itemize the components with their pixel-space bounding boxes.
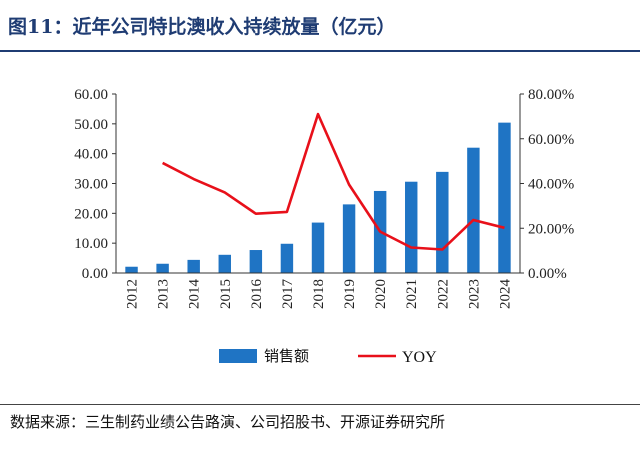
- title-underline: [0, 50, 640, 52]
- bar-2012: [125, 266, 138, 273]
- legend-line-label: YOY: [402, 349, 437, 366]
- legend: 销售额 YOY: [219, 348, 437, 366]
- bar-2021: [405, 181, 418, 273]
- left-tick-label: 60.00: [74, 87, 108, 103]
- right-tick-label: 20.00%: [528, 221, 574, 237]
- left-tick-label: 0.00: [82, 266, 108, 282]
- left-tick-label: 40.00: [74, 147, 108, 163]
- x-tick-label: 2022: [435, 279, 451, 309]
- x-tick-label: 2015: [218, 279, 234, 309]
- yoy-line: [162, 112, 505, 251]
- x-tick-label: 2024: [497, 279, 513, 310]
- bar-2015: [218, 254, 231, 273]
- x-tick-label: 2018: [311, 279, 327, 309]
- bar-2019: [342, 204, 356, 273]
- bar-2017: [280, 243, 294, 273]
- left-tick-label: 50.00: [74, 117, 108, 133]
- legend-bar-swatch: [219, 349, 257, 363]
- bar-series: [125, 122, 511, 273]
- right-tick-label: 60.00%: [528, 132, 574, 148]
- x-tick-label: 2021: [404, 279, 420, 309]
- x-tick-label: 2019: [342, 279, 358, 309]
- bar-2023: [467, 147, 480, 273]
- line-series: [162, 112, 505, 251]
- x-tick-label: 2013: [156, 279, 172, 309]
- chart-title: 图11：近年公司特比澳收入持续放量（亿元）: [8, 16, 396, 38]
- left-tick-label: 30.00: [74, 177, 108, 193]
- bar-2016: [249, 250, 263, 273]
- x-axis: 2012 2013 2014 2015 2016 2017 2018 2019 2020 2021…: [116, 272, 520, 310]
- right-tick-label: 80.00%: [528, 87, 574, 103]
- left-axis: 0.00 10.00 20.00 30.00 40.00 50.00 60.00: [74, 87, 117, 282]
- bar-2014: [187, 259, 200, 273]
- left-tick-label: 20.00: [74, 206, 108, 222]
- bar-2024: [498, 122, 511, 273]
- x-tick-label: 2016: [249, 279, 265, 310]
- x-tick-label: 2017: [280, 279, 296, 310]
- chart: 0.00 10.00 20.00 30.00 40.00 50.00 60.00 0.00%…: [74, 87, 574, 366]
- source-note: 数据来源：三生制药业绩公告路演、公司招股书、开源证券研究所: [10, 413, 446, 431]
- x-tick-label: 2012: [125, 279, 141, 309]
- x-tick-label: 2020: [373, 279, 389, 309]
- source-divider: [0, 404, 640, 405]
- bar-2022: [436, 171, 449, 273]
- x-tick-label: 2023: [466, 279, 482, 309]
- legend-bar-label: 销售额: [264, 348, 309, 365]
- right-tick-label: 0.00%: [528, 266, 567, 282]
- left-tick-label: 10.00: [74, 236, 108, 252]
- bar-2018: [311, 222, 325, 273]
- bar-2013: [156, 263, 169, 273]
- x-tick-label: 2014: [187, 279, 203, 310]
- right-axis: 0.00% 20.00% 40.00% 60.00% 80.00%: [519, 87, 574, 282]
- right-tick-label: 40.00%: [528, 177, 574, 193]
